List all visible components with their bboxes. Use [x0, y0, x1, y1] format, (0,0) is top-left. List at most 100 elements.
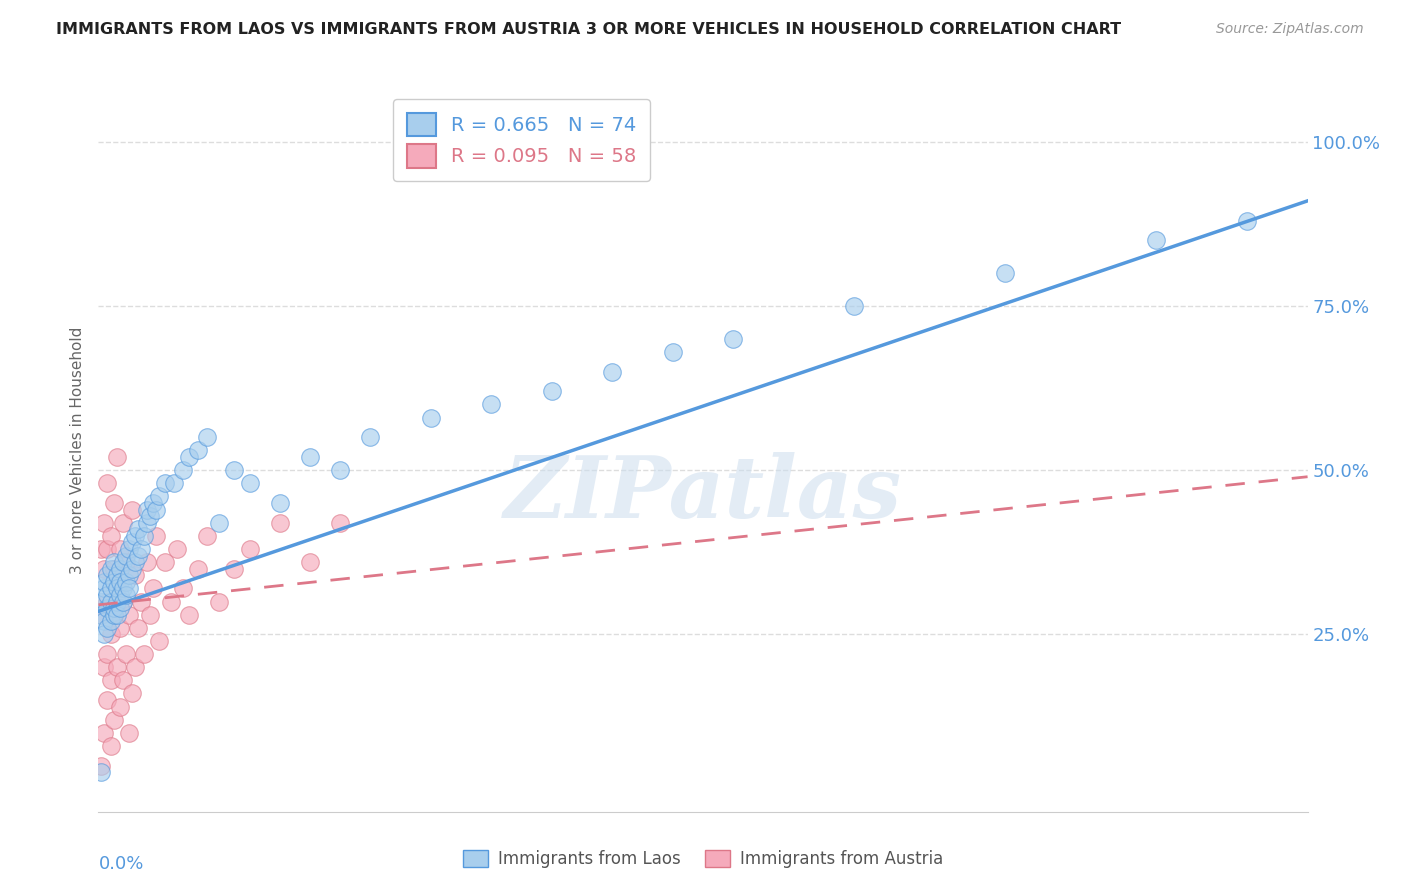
Point	[139, 607, 162, 622]
Point	[121, 535, 143, 549]
Point	[90, 594, 112, 608]
Point	[108, 699, 131, 714]
Point	[160, 594, 183, 608]
Point	[90, 607, 112, 622]
Point	[108, 562, 131, 576]
Point	[114, 555, 136, 569]
Point	[108, 588, 131, 602]
Point	[145, 502, 167, 516]
Point	[540, 384, 562, 399]
Point	[108, 574, 131, 589]
Point	[269, 516, 291, 530]
Point	[661, 345, 683, 359]
Point	[114, 647, 136, 661]
Point	[103, 601, 125, 615]
Point	[148, 634, 170, 648]
Point	[163, 476, 186, 491]
Text: 0.0%: 0.0%	[98, 855, 143, 873]
Point	[93, 562, 115, 576]
Point	[90, 765, 112, 780]
Point	[114, 588, 136, 602]
Point	[105, 450, 128, 464]
Point	[269, 496, 291, 510]
Point	[124, 555, 146, 569]
Point	[994, 266, 1017, 280]
Legend: Immigrants from Laos, Immigrants from Austria: Immigrants from Laos, Immigrants from Au…	[456, 843, 950, 875]
Point	[127, 549, 149, 563]
Point	[153, 476, 176, 491]
Point	[108, 541, 131, 556]
Point	[195, 430, 218, 444]
Point	[224, 562, 246, 576]
Point	[105, 607, 128, 622]
Point	[121, 686, 143, 700]
Point	[132, 647, 155, 661]
Point	[148, 490, 170, 504]
Point	[111, 594, 134, 608]
Point	[103, 713, 125, 727]
Point	[103, 555, 125, 569]
Point	[90, 607, 112, 622]
Point	[179, 607, 201, 622]
Point	[103, 574, 125, 589]
Point	[105, 660, 128, 674]
Point	[96, 476, 118, 491]
Point	[187, 562, 209, 576]
Point	[100, 594, 122, 608]
Point	[208, 594, 231, 608]
Point	[111, 673, 134, 688]
Point	[135, 502, 157, 516]
Point	[93, 627, 115, 641]
Point	[121, 562, 143, 576]
Point	[105, 582, 128, 596]
Text: Source: ZipAtlas.com: Source: ZipAtlas.com	[1216, 22, 1364, 37]
Point	[118, 607, 141, 622]
Point	[602, 365, 624, 379]
Point	[172, 463, 194, 477]
Point	[145, 529, 167, 543]
Point	[96, 621, 118, 635]
Point	[124, 568, 146, 582]
Point	[108, 621, 131, 635]
Point	[100, 739, 122, 753]
Point	[121, 502, 143, 516]
Point	[179, 450, 201, 464]
Point	[105, 582, 128, 596]
Point	[93, 726, 115, 740]
Point	[96, 601, 118, 615]
Point	[111, 582, 134, 596]
Point	[844, 299, 866, 313]
Point	[93, 614, 115, 628]
Point	[96, 693, 118, 707]
Point	[105, 594, 128, 608]
Point	[127, 621, 149, 635]
Point	[129, 594, 152, 608]
Text: ZIPatlas: ZIPatlas	[503, 452, 903, 535]
Point	[135, 516, 157, 530]
Point	[329, 463, 352, 477]
Point	[111, 555, 134, 569]
Point	[103, 562, 125, 576]
Point	[118, 541, 141, 556]
Point	[118, 582, 141, 596]
Point	[96, 568, 118, 582]
Point	[124, 529, 146, 543]
Point	[195, 529, 218, 543]
Point	[118, 568, 141, 582]
Point	[96, 647, 118, 661]
Point	[132, 529, 155, 543]
Point	[187, 443, 209, 458]
Point	[114, 574, 136, 589]
Legend: R = 0.665   N = 74, R = 0.095   N = 58: R = 0.665 N = 74, R = 0.095 N = 58	[394, 99, 650, 181]
Point	[208, 516, 231, 530]
Y-axis label: 3 or more Vehicles in Household: 3 or more Vehicles in Household	[69, 326, 84, 574]
Point	[90, 758, 112, 772]
Point	[100, 627, 122, 641]
Point	[481, 397, 503, 411]
Point	[329, 516, 352, 530]
Point	[111, 594, 134, 608]
Point	[124, 660, 146, 674]
Point	[129, 541, 152, 556]
Point	[142, 496, 165, 510]
Point	[100, 614, 122, 628]
